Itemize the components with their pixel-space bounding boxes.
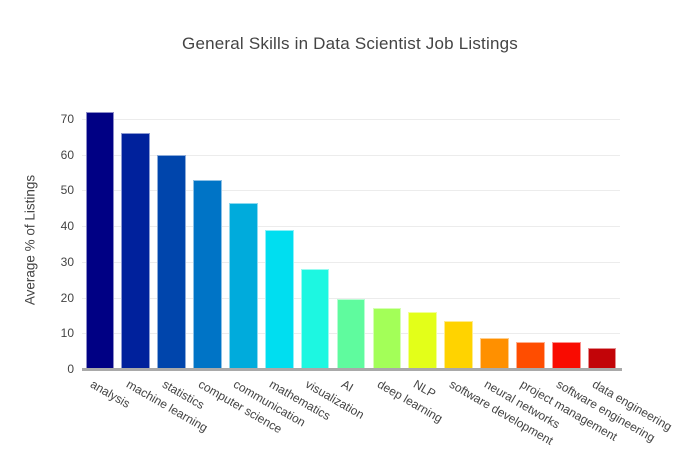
bar-mathematics bbox=[264, 229, 294, 369]
chart-title: General Skills in Data Scientist Job Lis… bbox=[182, 34, 518, 53]
y-tick-label: 50 bbox=[60, 183, 74, 198]
y-tick-label: 70 bbox=[60, 112, 74, 127]
bar-project-management bbox=[515, 341, 545, 369]
y-gridline bbox=[82, 119, 620, 121]
bar-NLP bbox=[408, 311, 438, 369]
x-tick-label: AI bbox=[339, 377, 356, 395]
bar-visualization bbox=[300, 269, 330, 369]
bar-statistics bbox=[157, 154, 186, 369]
bar-AI bbox=[336, 298, 366, 369]
y-gridline bbox=[82, 297, 620, 299]
y-tick-label: 0 bbox=[67, 362, 74, 376]
x-axis-line bbox=[82, 367, 622, 371]
bar-communication bbox=[229, 202, 258, 369]
y-gridline bbox=[82, 190, 620, 192]
y-tick-label: 30 bbox=[60, 254, 74, 269]
y-gridline bbox=[82, 154, 620, 156]
y-gridline bbox=[82, 226, 620, 228]
bar-neural-networks bbox=[480, 337, 509, 369]
y-gridline bbox=[82, 261, 620, 263]
bar-deep-learning bbox=[372, 308, 402, 369]
y-tick-label: 60 bbox=[60, 147, 74, 162]
y-tick-label: 10 bbox=[60, 326, 74, 341]
bar-data-engineering bbox=[587, 347, 617, 369]
x-tick-label: analysis bbox=[87, 377, 133, 411]
bar-computer-science bbox=[193, 179, 222, 369]
bar-analysis bbox=[85, 111, 115, 369]
bar-software-engineering bbox=[551, 341, 581, 369]
bar-machine-learning bbox=[121, 133, 151, 369]
y-tick-label: 40 bbox=[60, 219, 74, 234]
bar-software-development bbox=[444, 320, 473, 369]
x-tick-label: deep learning bbox=[374, 377, 445, 426]
y-tick-label: 20 bbox=[60, 290, 74, 305]
